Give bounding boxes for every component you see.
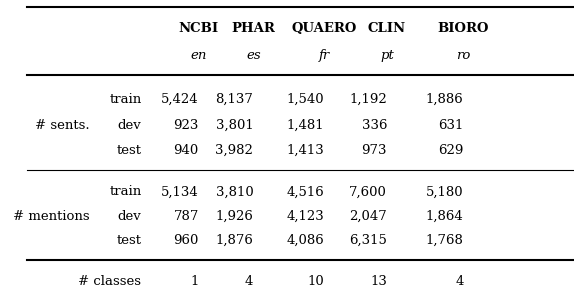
Text: 5,134: 5,134 <box>161 185 199 198</box>
Text: 629: 629 <box>438 144 463 157</box>
Text: 1,876: 1,876 <box>215 234 253 247</box>
Text: 13: 13 <box>370 275 387 286</box>
Text: ro: ro <box>456 49 471 62</box>
Text: fr: fr <box>319 49 330 62</box>
Text: dev: dev <box>118 119 141 132</box>
Text: test: test <box>117 144 141 157</box>
Text: 1,413: 1,413 <box>286 144 324 157</box>
Text: QUAERO: QUAERO <box>292 21 357 35</box>
Text: 1: 1 <box>191 275 199 286</box>
Text: 3,982: 3,982 <box>215 144 253 157</box>
Text: 7,600: 7,600 <box>349 185 387 198</box>
Text: PHAR: PHAR <box>231 21 276 35</box>
Text: 1,768: 1,768 <box>425 234 463 247</box>
Text: CLIN: CLIN <box>368 21 406 35</box>
Text: 960: 960 <box>173 234 199 247</box>
Text: 2,047: 2,047 <box>350 210 387 223</box>
Text: 787: 787 <box>173 210 199 223</box>
Text: 10: 10 <box>308 275 324 286</box>
Text: # mentions: # mentions <box>13 210 90 223</box>
Text: 8,137: 8,137 <box>215 93 253 106</box>
Text: train: train <box>109 185 141 198</box>
Text: 973: 973 <box>362 144 387 157</box>
Text: 6,315: 6,315 <box>349 234 387 247</box>
Text: 3,801: 3,801 <box>216 119 253 132</box>
Text: 3,810: 3,810 <box>216 185 253 198</box>
Text: dev: dev <box>118 210 141 223</box>
Text: train: train <box>109 93 141 106</box>
Text: test: test <box>117 234 141 247</box>
Text: 1,864: 1,864 <box>426 210 463 223</box>
Text: en: en <box>191 49 207 62</box>
Text: 1,886: 1,886 <box>426 93 463 106</box>
Text: NCBI: NCBI <box>179 21 219 35</box>
Text: 336: 336 <box>362 119 387 132</box>
Text: BIORO: BIORO <box>438 21 489 35</box>
Text: 4,123: 4,123 <box>286 210 324 223</box>
Text: 4,516: 4,516 <box>286 185 324 198</box>
Text: 923: 923 <box>173 119 199 132</box>
Text: 1,926: 1,926 <box>215 210 253 223</box>
Text: es: es <box>246 49 261 62</box>
Text: 631: 631 <box>438 119 463 132</box>
Text: 4: 4 <box>455 275 463 286</box>
Text: 4: 4 <box>245 275 253 286</box>
Text: 1,540: 1,540 <box>286 93 324 106</box>
Text: 4,086: 4,086 <box>286 234 324 247</box>
Text: 1,192: 1,192 <box>350 93 387 106</box>
Text: 1,481: 1,481 <box>286 119 324 132</box>
Text: 940: 940 <box>173 144 199 157</box>
Text: pt: pt <box>380 49 394 62</box>
Text: # sents.: # sents. <box>35 119 90 132</box>
Text: 5,424: 5,424 <box>161 93 199 106</box>
Text: 5,180: 5,180 <box>426 185 463 198</box>
Text: # classes: # classes <box>79 275 141 286</box>
